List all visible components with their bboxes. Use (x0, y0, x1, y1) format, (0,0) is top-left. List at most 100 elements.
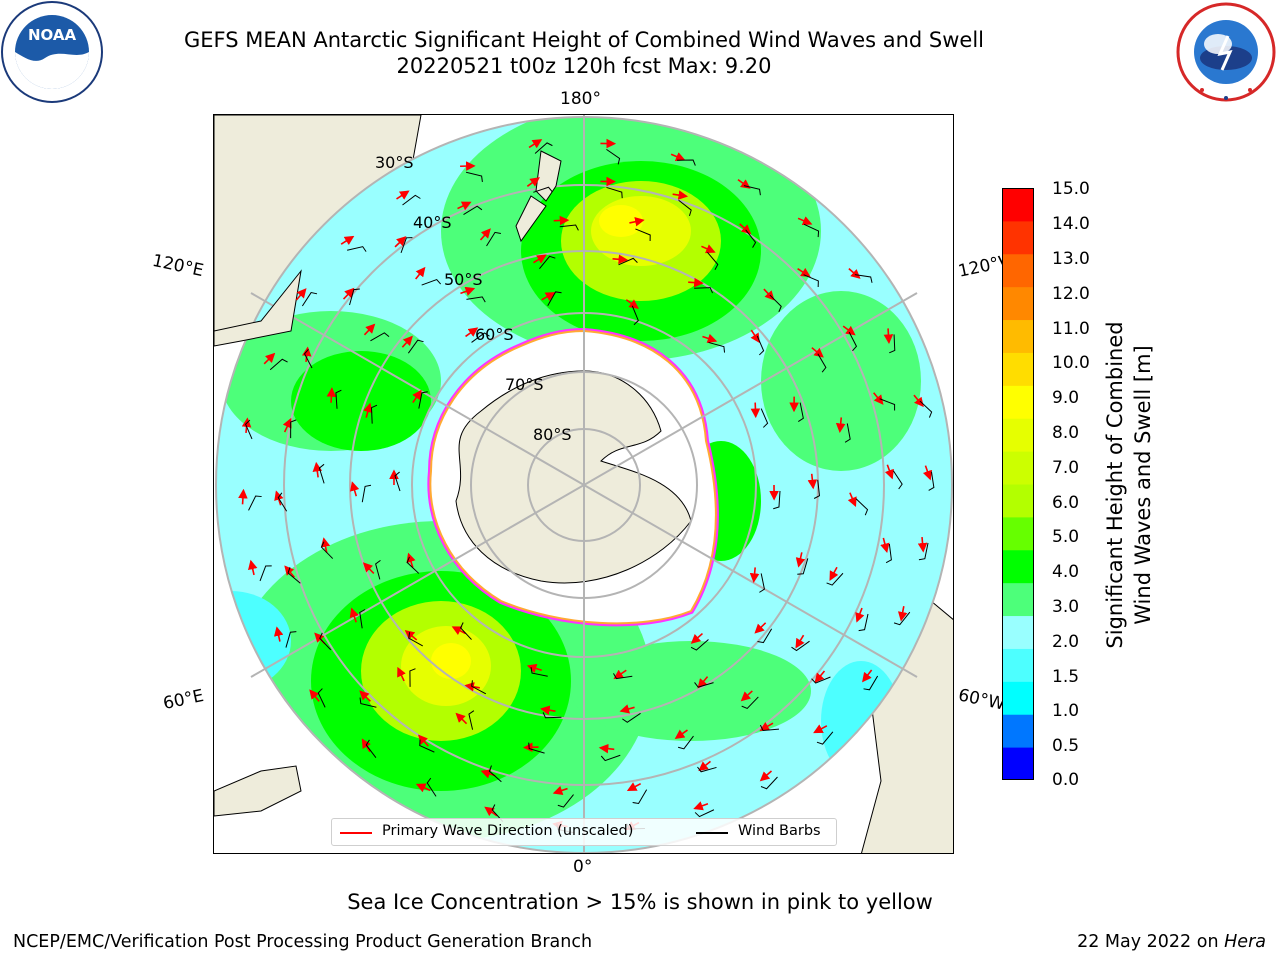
lat-label-60s: 60°S (475, 325, 514, 344)
wave-direction-arrow (397, 666, 406, 682)
wave-direction-arrow (484, 806, 498, 817)
colorbar-tick: 7.0 (1052, 458, 1080, 478)
footer-credit: NCEP/EMC/Verification Post Processing Pr… (13, 932, 593, 952)
colorbar-segment (1002, 549, 1034, 584)
wind-barb (534, 142, 553, 154)
lat-label-50s: 50°S (444, 270, 483, 289)
chart-title: GEFS MEAN Antarctic Significant Height o… (183, 28, 985, 52)
colorbar-segment (1002, 484, 1034, 518)
wave-direction-arrow (526, 663, 542, 674)
wind-barb (370, 332, 390, 342)
wave-direction-arrow (415, 783, 431, 793)
colorbar-segment (1002, 220, 1034, 255)
wind-barb (365, 739, 377, 759)
wave-direction-arrow (873, 392, 884, 405)
wind-barb (557, 794, 574, 808)
wind-barb (697, 766, 717, 773)
colorbar-tick: 1.5 (1052, 667, 1080, 687)
wind-barb (879, 398, 896, 411)
wind-barb (613, 673, 633, 680)
lon-label-60e: 60°E (161, 685, 206, 715)
wind-barb (319, 632, 332, 651)
colorbar-tick: 14.0 (1052, 214, 1090, 234)
wind-barb (547, 291, 562, 307)
wind-barb (816, 731, 834, 745)
legend-barb-line (696, 832, 728, 834)
wind-barb (361, 484, 372, 503)
wind-barb (694, 809, 715, 818)
wave-direction-arrow (847, 492, 857, 508)
colorbar-tick: 4.0 (1052, 562, 1080, 582)
map-panel (213, 114, 954, 854)
wave-direction-arrow (795, 634, 805, 649)
wave-direction-arrow (811, 347, 824, 358)
wave-direction-arrow (418, 734, 429, 747)
wave-direction-arrow (814, 670, 826, 683)
wave-direction-arrow (813, 724, 828, 734)
wind-barb (848, 331, 858, 352)
wind-barb (817, 353, 827, 373)
wind-barb (690, 639, 709, 651)
colorbar-segment (1002, 418, 1034, 452)
lon-label-180: 180° (560, 89, 601, 109)
wind-barb (708, 341, 726, 353)
wind-barb (707, 251, 719, 271)
wind-barb (811, 676, 831, 684)
wave-direction-arrow (750, 329, 760, 344)
wave-direction-arrow (396, 190, 410, 200)
wind-barb (394, 471, 401, 492)
wind-barb (463, 205, 483, 215)
legend-wave-label: Primary Wave Direction (unscaled) (382, 823, 634, 839)
lon-label-60w: 60°W (956, 685, 1007, 715)
wave-direction-arrow (362, 562, 375, 574)
sea-ice-note: Sea Ice Concentration > 15% is shown in … (347, 890, 933, 914)
wind-barb (885, 543, 892, 564)
wind-barb (855, 498, 869, 516)
wave-direction-arrow (295, 288, 307, 301)
wind-barb (426, 777, 437, 797)
wave-direction-arrow (613, 669, 627, 680)
wind-barb (269, 358, 288, 371)
wave-direction-arrow (922, 465, 932, 481)
legend-wave-line (340, 832, 372, 834)
wave-direction-arrow (598, 743, 615, 754)
wave-direction-arrow (670, 152, 686, 162)
wind-barb (844, 423, 851, 443)
wave-direction-arrow (359, 690, 371, 702)
colorbar-segment (1002, 253, 1034, 288)
wave-direction-arrow (690, 632, 703, 644)
wave-direction-arrow (701, 244, 716, 254)
colorbar-segment (1002, 747, 1034, 780)
wind-barb (419, 739, 435, 753)
wave-direction-arrow (479, 228, 491, 241)
wind-barb (694, 682, 714, 688)
wave-direction-arrow (855, 607, 865, 623)
wind-barb (759, 573, 765, 593)
wind-barb (798, 402, 804, 422)
wave-direction-arrow (451, 626, 466, 636)
wind-barb (631, 305, 639, 326)
wind-barb (863, 675, 879, 691)
wind-barb (813, 479, 821, 499)
wave-direction-arrow (897, 606, 908, 622)
wave-direction-arrow (754, 622, 767, 634)
wind-barb (892, 470, 903, 490)
colorbar-segment (1002, 451, 1034, 485)
wind-barb (632, 789, 648, 805)
colorbar-segment (1002, 582, 1034, 617)
wind-barb (471, 332, 490, 343)
wind-barb (918, 542, 929, 561)
wind-barb (468, 710, 475, 730)
colorbar-label: Significant Height of Combined Wind Wave… (1101, 321, 1157, 648)
nws-logo (1176, 2, 1276, 102)
wind-barb (858, 613, 869, 632)
wind-barb (760, 776, 778, 790)
wave-direction-arrow (394, 236, 407, 248)
wave-direction-arrow (541, 292, 556, 301)
wave-direction-arrow (626, 782, 642, 791)
colorbar-tick: 12.0 (1052, 284, 1090, 304)
wave-direction-arrow (349, 607, 359, 623)
wave-direction-arrow (797, 216, 813, 226)
wind-barb (773, 490, 781, 510)
antarctica (427, 327, 719, 627)
